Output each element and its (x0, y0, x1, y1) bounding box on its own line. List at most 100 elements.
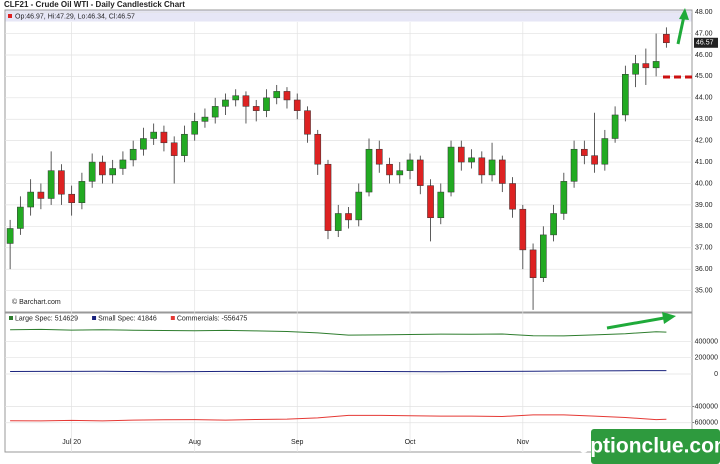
y-tick-label: 35.00 (695, 287, 713, 294)
y-tick-label: 0 (714, 371, 718, 378)
candle-body (663, 33, 670, 44)
candle-body (396, 170, 404, 176)
candle-body (324, 163, 332, 231)
candle-body (27, 191, 34, 208)
candle-body (416, 159, 424, 186)
x-tick-label: Sep (291, 439, 304, 446)
y-tick-label: 36.00 (695, 266, 713, 273)
series-line (10, 328, 667, 337)
candle-body (632, 63, 639, 75)
y-tick-label: -400000 (692, 403, 718, 410)
cot-frame (4, 312, 693, 453)
info-band (5, 10, 692, 22)
candle-body (560, 181, 568, 214)
candle-body (611, 114, 619, 139)
candle-body (529, 249, 537, 278)
watermark: optionclue.com (577, 435, 720, 458)
candle-body (334, 213, 342, 231)
candle-body (375, 148, 383, 165)
ohlc-info: Op:46.97, Hi:47.29, Lo:46.34, Cl:46.57 (15, 13, 135, 20)
candle-body (437, 191, 445, 219)
y-tick-label: 48.00 (695, 9, 713, 16)
y-tick-label: 43.00 (695, 116, 713, 123)
last-price-label: 46.57 (696, 40, 714, 47)
candle-body (222, 99, 229, 107)
candle-body (550, 213, 557, 236)
arrow-head (679, 8, 689, 20)
candle-body (570, 148, 578, 182)
series-line (10, 370, 667, 373)
candle-body (252, 106, 260, 111)
candle-body (140, 138, 147, 150)
y-tick-label: 46.00 (695, 52, 713, 59)
plot-layer: 35.00 36.00 37.00 38.00 39.00 40.00 41.00 42.00… (5, 9, 718, 452)
trend-arrow (676, 15, 686, 45)
y-tick-label: 200000 (695, 355, 718, 362)
candle-body (539, 234, 547, 278)
candle-body (468, 157, 475, 163)
y-tick-label: 400000 (695, 338, 718, 345)
candle-body (447, 146, 455, 193)
y-tick-label: 47.00 (695, 30, 713, 37)
last-price-box (694, 37, 718, 48)
candle-body (6, 228, 14, 244)
candle-body (99, 161, 106, 176)
legend-swatch (170, 316, 175, 320)
candle-body (68, 193, 75, 204)
series-line (10, 414, 667, 422)
candle-body (181, 133, 188, 156)
candle-body (519, 208, 527, 251)
candle-body (601, 138, 609, 165)
candle-body (129, 148, 137, 161)
candle-body (652, 61, 660, 69)
y-tick-label: 39.00 (695, 202, 713, 209)
candle-body (170, 142, 178, 156)
candle-body (150, 131, 158, 139)
legend-label: Commercials: -556475 (177, 315, 248, 322)
candle-body (58, 170, 65, 195)
candle-body (591, 155, 598, 165)
candle-body (314, 133, 322, 165)
candle-body (17, 206, 24, 229)
price-frame (4, 9, 693, 313)
candle-body (406, 159, 414, 171)
candle-body (191, 121, 199, 135)
candle-body (345, 213, 352, 221)
x-tick-label: Nov (517, 439, 530, 446)
candle-body (478, 157, 486, 176)
watermark-box (591, 429, 720, 464)
legend-label: Small Spec: 41846 (98, 315, 157, 322)
candle-body (642, 63, 650, 69)
candle-body (232, 95, 240, 101)
candle-body (293, 99, 301, 111)
candle-body (37, 191, 45, 199)
x-tick-label: Jul 20 (62, 439, 81, 446)
candle-body (365, 148, 373, 193)
y-tick-label: 38.00 (695, 223, 713, 230)
candle-body (88, 161, 96, 182)
candle-body (386, 163, 393, 176)
x-tick-label: Aug (188, 439, 201, 446)
y-tick-label: 41.00 (695, 159, 713, 166)
candle-body (119, 159, 127, 169)
legend-swatch (9, 316, 13, 320)
x-tick-label: Oct (405, 439, 416, 446)
trend-arrow (606, 316, 665, 330)
candle-body (304, 110, 311, 135)
candle-body (581, 148, 588, 156)
y-tick-label: 37.00 (695, 245, 713, 252)
y-tick-label: 44.00 (695, 95, 713, 102)
y-tick-label: 45.00 (695, 73, 713, 80)
candle-body (355, 191, 363, 221)
credit: © Barchart.com (12, 298, 61, 306)
candle-body (242, 95, 250, 107)
arrow-head (662, 312, 676, 324)
candle-body (488, 159, 496, 176)
candle-body (263, 97, 270, 111)
candle-body (457, 146, 465, 163)
candle-body (78, 181, 86, 204)
legend-swatch (92, 316, 97, 320)
candle-body (509, 183, 516, 210)
